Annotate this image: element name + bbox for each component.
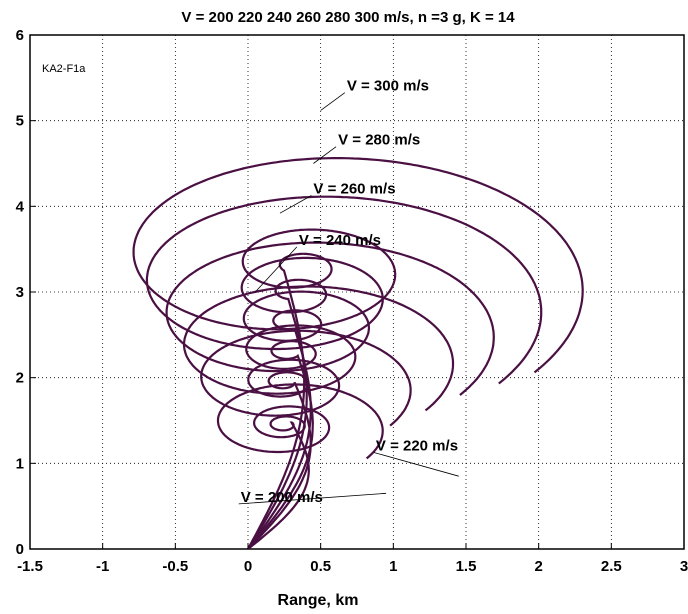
y-tick-label: 3 [16, 284, 24, 301]
annotation-leader [313, 146, 337, 164]
x-tick-label: 3 [680, 558, 688, 575]
annotations: V = 300 m/s V = 280 m/s V = 260 m/s V = 240… [238, 78, 459, 506]
series-line-5 [145, 195, 543, 550]
y-tick-label: 0 [16, 541, 24, 558]
y-tick-label: 4 [16, 198, 25, 215]
y-tick-label: 5 [16, 113, 24, 130]
series-line-4 [165, 241, 495, 550]
annotation-leader [373, 452, 459, 477]
series-lines [132, 157, 584, 550]
x-tick-label: 2 [534, 558, 542, 575]
annotation-label: V = 220 m/s [376, 437, 458, 454]
x-tick-label: 1 [389, 558, 397, 575]
chart-tag: KA2-F1a [42, 63, 86, 75]
annotation-label: V = 260 m/s [313, 180, 395, 197]
x-axis-label: Range, km [278, 592, 359, 609]
series-line-6 [132, 157, 584, 550]
y-ticks: 0 1 2 3 4 5 6 [16, 27, 36, 558]
annotation-label: V = 200 m/s [241, 489, 323, 506]
annotation-leader [279, 195, 312, 214]
y-tick-label: 6 [16, 27, 24, 44]
chart-title: V = 200 220 240 260 280 300 m/s, n =3 g,… [181, 9, 515, 26]
y-tick-label: 2 [16, 370, 24, 387]
annotation-label: V = 300 m/s [347, 78, 429, 95]
annotation-label: V = 240 m/s [299, 232, 381, 249]
annotation-leader [320, 92, 346, 111]
x-tick-label: 0.5 [310, 558, 331, 575]
y-tick-label: 1 [16, 455, 24, 472]
series-line-2 [200, 329, 412, 550]
x-tick-label: -1.5 [17, 558, 43, 575]
x-ticks: -1.5 -1 -0.5 0 0.5 1 1.5 2 2.5 3 [17, 543, 688, 575]
annotation-leader [254, 246, 298, 293]
x-tick-label: -0.5 [162, 558, 188, 575]
x-tick-label: 1.5 [456, 558, 477, 575]
x-tick-label: 2.5 [601, 558, 622, 575]
annotation-leader [238, 492, 387, 505]
x-tick-label: 0 [244, 558, 252, 575]
series-line-1 [216, 383, 384, 550]
annotation-label: V = 280 m/s [338, 132, 420, 149]
x-tick-label: -1 [96, 558, 109, 575]
series-line-3 [182, 285, 455, 550]
